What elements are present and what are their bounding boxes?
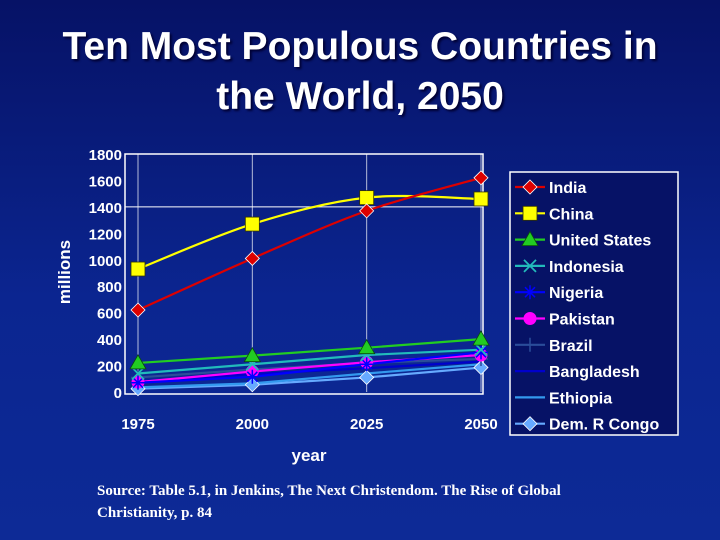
legend-box	[509, 171, 679, 436]
legend-marker-india	[522, 179, 538, 195]
point-indonesia-2050	[474, 343, 488, 357]
legend-marker-china	[522, 205, 538, 221]
series-line-india	[137, 176, 482, 312]
legend-label-indonesia: Indonesia	[549, 259, 624, 276]
point-china-2025	[359, 190, 375, 206]
point-india-2000	[244, 250, 260, 267]
y-tick-600: 600	[97, 306, 122, 323]
legend-label-united-states: United States	[549, 233, 651, 250]
legend-marker-indonesia	[523, 259, 537, 273]
series-line-indonesia	[137, 348, 482, 375]
legend-marker-pakistan	[523, 312, 537, 325]
point-india-2025	[359, 203, 375, 219]
title-line-2: the World, 2050	[216, 75, 504, 118]
legend: India China United States Indonesia Nigeria P…	[509, 171, 679, 436]
y-tick-1800: 1800	[89, 147, 122, 164]
point-dem-r-congo-2050	[473, 359, 489, 376]
y-tick-1200: 1200	[89, 226, 122, 243]
x-tick-2050: 2050	[464, 416, 497, 433]
y-tick-400: 400	[97, 332, 122, 349]
point-india-2050	[473, 170, 489, 186]
source-line-1: Source: Table 5.1, in Jenkins, The Next …	[97, 483, 561, 499]
legend-label-dem-r-congo: Dem. R Congo	[549, 417, 659, 434]
point-dem-r-congo-2025	[359, 369, 375, 386]
legend-label-nigeria: Nigeria	[549, 285, 603, 302]
y-axis-label: millions	[55, 240, 74, 304]
series-line-dem-r-congo	[137, 366, 482, 390]
y-tick-200: 200	[97, 359, 122, 376]
x-tick-1975: 1975	[121, 416, 154, 433]
source-note: Source: Table 5.1, in Jenkins, The Next …	[97, 480, 697, 524]
y-tick-1000: 1000	[89, 253, 122, 270]
point-indonesia-1975	[131, 366, 145, 381]
legend-label-pakistan: Pakistan	[549, 312, 615, 329]
point-nigeria-2000	[245, 369, 260, 384]
legend-label-brazil: Brazil	[549, 338, 593, 355]
y-tick-0: 0	[114, 385, 122, 402]
point-united-states-2025	[357, 338, 376, 355]
point-nigeria-1975	[131, 375, 145, 390]
point-nigeria-2050	[474, 345, 488, 360]
plot-area	[124, 153, 484, 395]
legend-marker-united-states	[521, 230, 539, 247]
point-china-2000	[244, 216, 260, 232]
point-nigeria-2025	[359, 357, 374, 372]
x-tick-2025: 2025	[350, 416, 383, 433]
point-united-states-1975	[129, 354, 147, 370]
legend-label-india: India	[549, 180, 586, 197]
point-china-2050	[473, 191, 489, 207]
series-line-united-states	[137, 338, 482, 365]
x-axis-label: year	[292, 446, 327, 465]
legend-marker-nigeria	[523, 285, 537, 300]
page-title: Ten Most Populous Countries in the World…	[0, 22, 720, 122]
legend-marker-dem-r-congo	[522, 416, 538, 432]
legend-label-china: China	[549, 206, 594, 223]
y-tick-1600: 1600	[89, 173, 122, 190]
series-line-china	[137, 194, 482, 271]
legend-marker-brazil	[523, 337, 537, 352]
y-tick-1400: 1400	[89, 200, 122, 217]
point-china-1975	[130, 261, 146, 277]
series-line-nigeria	[137, 351, 482, 384]
point-united-states-2000	[243, 346, 262, 363]
point-united-states-2050	[472, 330, 490, 346]
source-line-2: Christianity, p. 84	[97, 505, 213, 521]
x-tick-2000: 2000	[236, 416, 269, 433]
series-line-ethiopia	[137, 363, 482, 389]
legend-label-ethiopia: Ethiopia	[549, 390, 612, 407]
point-india-1975	[130, 302, 146, 318]
title-line-1: Ten Most Populous Countries in	[62, 25, 658, 68]
y-tick-800: 800	[97, 279, 122, 296]
legend-label-bangladesh: Bangladesh	[549, 364, 640, 381]
